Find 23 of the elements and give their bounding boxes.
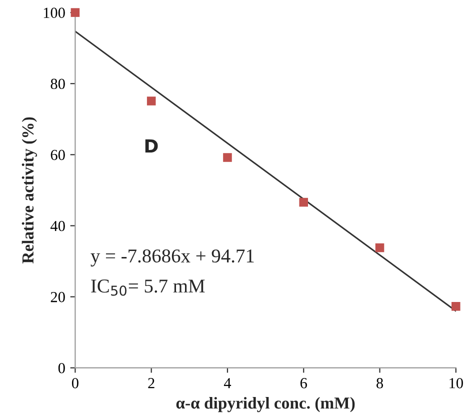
x-tick-label: 6 bbox=[300, 378, 307, 388]
point bbox=[375, 243, 384, 252]
x-tick-label: 8 bbox=[376, 378, 383, 388]
point bbox=[146, 96, 156, 106]
point bbox=[223, 153, 232, 162]
y-tick-label: 40 bbox=[50, 220, 65, 232]
x-tick-label: 10 bbox=[450, 378, 463, 388]
x-axis-title: α-α dipyridyl conc. (mM) bbox=[176, 396, 355, 412]
x-tick-label: 4 bbox=[224, 378, 232, 388]
point bbox=[70, 8, 80, 17]
annotation: y = -7.8686x + 94.71 bbox=[90, 249, 254, 267]
y-tick-label: 100 bbox=[44, 8, 65, 18]
y-tick-label: 60 bbox=[50, 150, 65, 160]
y-axis-title: Relative activity (%) bbox=[22, 117, 38, 264]
annotation: D bbox=[145, 139, 158, 153]
point bbox=[299, 198, 308, 207]
x-tick-label: 2 bbox=[148, 378, 154, 388]
y-tick-label: 20 bbox=[50, 292, 65, 302]
y-tick-label: 80 bbox=[50, 78, 65, 90]
annotation: IC$_{50}$= 5.7 mM bbox=[91, 280, 205, 296]
point bbox=[452, 302, 460, 311]
y-tick-label: 0 bbox=[58, 362, 65, 374]
x-tick-label: 0 bbox=[72, 378, 78, 388]
